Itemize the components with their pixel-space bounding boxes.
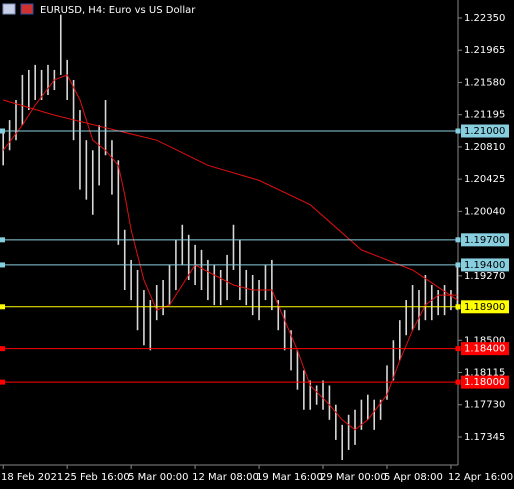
level-label: 1.18000 — [464, 377, 505, 388]
y-tick-label: 1.19270 — [464, 271, 505, 282]
moving-average — [3, 99, 458, 301]
level-marker — [0, 128, 5, 134]
x-tick-label: 12 Apr 16:00 — [448, 472, 513, 483]
level-label-box — [461, 300, 509, 314]
y-tick-label: 1.20810 — [464, 142, 505, 153]
x-tick-label: 18 Feb 2021 — [1, 472, 63, 483]
y-tick-label: 1.21965 — [464, 45, 505, 56]
level-marker — [455, 237, 461, 243]
y-tick-label: 1.18115 — [464, 368, 505, 379]
icon — [20, 3, 34, 15]
level-label: 1.18900 — [464, 302, 505, 313]
y-tick-label: 1.21580 — [464, 77, 505, 88]
level-label-box — [461, 124, 509, 138]
level-label-box — [461, 233, 509, 247]
symbol-icons — [2, 3, 34, 15]
level-marker — [455, 262, 461, 268]
level-label: 1.19400 — [464, 260, 505, 271]
level-marker — [455, 346, 461, 352]
level-marker — [0, 262, 5, 268]
level-label: 1.21000 — [464, 126, 505, 137]
level-label-box — [461, 375, 509, 389]
y-tick-label: 1.20040 — [464, 206, 505, 217]
y-tick-label: 1.22350 — [464, 13, 505, 24]
level-label: 1.19700 — [464, 235, 505, 246]
x-tick-label: 5 Mar 00:00 — [128, 472, 188, 483]
x-tick-label: 25 Feb 16:00 — [64, 472, 130, 483]
level-label: 1.18400 — [464, 344, 505, 355]
y-tick-label: 1.20425 — [464, 174, 505, 185]
x-tick-label: 29 Mar 00:00 — [320, 472, 387, 483]
level-label-box — [461, 342, 509, 356]
x-tick-label: 12 Mar 08:00 — [192, 472, 259, 483]
icon — [2, 3, 16, 15]
y-tick-label: 1.17730 — [464, 400, 505, 411]
y-tick-label: 1.17345 — [464, 432, 505, 443]
y-tick-label: 1.18500 — [464, 335, 505, 346]
level-marker — [0, 346, 5, 352]
level-marker — [0, 379, 5, 385]
chart-title: EURUSD, H4: Euro vs US Dollar — [40, 5, 196, 16]
level-marker — [0, 304, 5, 310]
x-tick-label: 19 Mar 16:00 — [256, 472, 323, 483]
level-marker — [455, 128, 461, 134]
x-tick-label: 5 Apr 08:00 — [384, 472, 443, 483]
level-marker — [455, 379, 461, 385]
y-tick-label: 1.21195 — [464, 110, 505, 121]
moving-average — [2, 74, 458, 431]
level-marker — [455, 304, 461, 310]
level-label-box — [461, 258, 509, 272]
level-marker — [0, 237, 5, 243]
